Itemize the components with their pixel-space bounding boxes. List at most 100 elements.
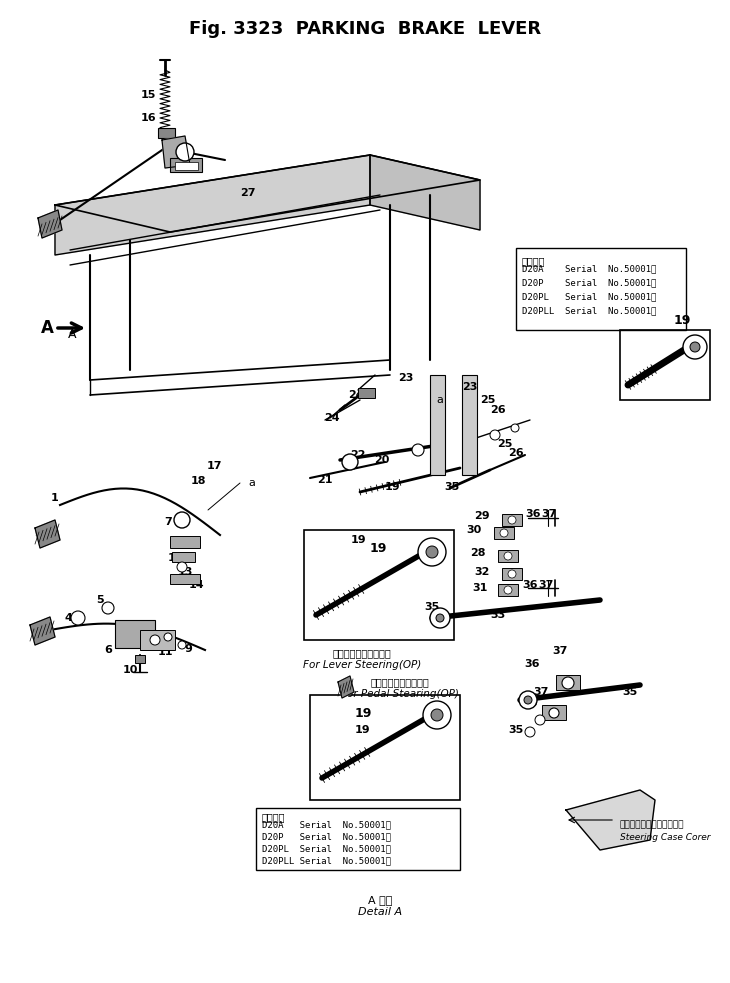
Text: 1: 1 <box>51 493 59 503</box>
Circle shape <box>683 335 707 359</box>
Polygon shape <box>38 210 62 238</box>
Bar <box>304 530 454 640</box>
Bar <box>498 550 518 562</box>
Text: 35: 35 <box>424 602 439 612</box>
Polygon shape <box>55 155 370 255</box>
Bar <box>175 162 198 170</box>
Text: 5: 5 <box>96 595 104 605</box>
Bar <box>256 808 460 870</box>
Circle shape <box>508 516 516 524</box>
Text: 35: 35 <box>623 687 637 697</box>
Text: A: A <box>41 319 54 337</box>
Text: 11: 11 <box>157 647 173 657</box>
Circle shape <box>511 424 519 432</box>
Circle shape <box>524 696 532 704</box>
Text: 20: 20 <box>374 455 390 465</box>
Text: 32: 32 <box>474 567 490 577</box>
Circle shape <box>426 546 438 558</box>
Text: 25: 25 <box>497 439 512 449</box>
Circle shape <box>177 562 187 572</box>
Text: A: A <box>68 328 76 341</box>
Text: a: a <box>437 395 443 405</box>
Text: A 詳細: A 詳細 <box>368 895 392 905</box>
Circle shape <box>412 444 424 456</box>
Text: 27: 27 <box>240 188 256 198</box>
Text: 21: 21 <box>318 475 333 485</box>
Text: 3: 3 <box>34 627 42 637</box>
Text: 16: 16 <box>140 113 155 123</box>
Text: 33: 33 <box>491 610 506 620</box>
Bar <box>502 568 522 580</box>
Circle shape <box>535 715 545 725</box>
Text: 9: 9 <box>184 644 192 654</box>
Polygon shape <box>55 155 480 232</box>
Bar <box>158 128 175 138</box>
Text: 23: 23 <box>462 382 477 392</box>
Bar <box>502 514 522 526</box>
Text: D20P   Serial  No.50001～: D20P Serial No.50001～ <box>262 832 391 841</box>
Text: 37: 37 <box>542 509 557 519</box>
Text: 10: 10 <box>123 665 138 675</box>
Text: 37: 37 <box>553 646 568 656</box>
Bar <box>358 388 375 398</box>
Text: 15: 15 <box>140 90 155 100</box>
Text: 29: 29 <box>474 511 490 521</box>
Text: 34: 34 <box>566 675 582 685</box>
Text: 8: 8 <box>121 631 129 641</box>
Text: 26: 26 <box>508 448 524 458</box>
Circle shape <box>549 708 559 718</box>
Text: 31: 31 <box>472 583 488 593</box>
Text: 19: 19 <box>354 707 372 720</box>
Circle shape <box>562 677 574 689</box>
Text: 適用号機: 適用号機 <box>522 256 545 266</box>
Bar <box>140 630 175 650</box>
Text: 19: 19 <box>369 542 387 555</box>
Circle shape <box>500 529 508 537</box>
Text: 24: 24 <box>348 390 364 400</box>
Text: D20PL  Serial  No.50001～: D20PL Serial No.50001～ <box>262 844 391 853</box>
Bar <box>135 655 145 663</box>
Bar <box>542 705 566 720</box>
Text: 17: 17 <box>207 461 222 471</box>
Bar <box>170 536 200 548</box>
Text: D20P    Serial  No.50001～: D20P Serial No.50001～ <box>522 278 656 287</box>
Text: 22: 22 <box>350 450 366 460</box>
Text: 35: 35 <box>445 482 460 492</box>
Text: 13: 13 <box>177 567 193 577</box>
Text: 30: 30 <box>466 525 482 535</box>
Text: 35: 35 <box>508 725 523 735</box>
Polygon shape <box>162 136 190 168</box>
Text: 19: 19 <box>350 535 366 545</box>
Text: 36: 36 <box>526 509 541 519</box>
Text: For Pedal Stearing(OP): For Pedal Stearing(OP) <box>341 689 459 699</box>
Text: D20A    Serial  No.50001～: D20A Serial No.50001～ <box>522 264 656 273</box>
Text: ペダルステアリング用: ペダルステアリング用 <box>371 677 429 687</box>
Text: 13: 13 <box>169 540 184 550</box>
Bar <box>172 552 195 562</box>
Text: 適用号機: 適用号機 <box>262 812 285 822</box>
Text: ステアリングケースカバー: ステアリングケースカバー <box>620 821 685 830</box>
Text: For Lever Steering(OP): For Lever Steering(OP) <box>303 660 421 670</box>
Circle shape <box>174 512 190 528</box>
Bar <box>430 375 445 475</box>
Bar <box>170 574 200 584</box>
Text: 36: 36 <box>524 659 539 669</box>
Polygon shape <box>30 617 55 645</box>
Circle shape <box>418 538 446 566</box>
Text: 37: 37 <box>534 687 549 697</box>
Circle shape <box>690 342 700 352</box>
Bar <box>170 158 202 172</box>
Bar <box>462 375 477 475</box>
Circle shape <box>102 602 114 614</box>
Circle shape <box>342 454 358 470</box>
Text: Detail A: Detail A <box>358 907 402 917</box>
Text: a: a <box>248 478 255 488</box>
Circle shape <box>525 727 535 737</box>
Bar <box>310 695 460 800</box>
Text: 7: 7 <box>164 517 172 527</box>
Text: 26: 26 <box>490 405 506 415</box>
Text: 36: 36 <box>522 698 538 708</box>
Bar <box>620 330 710 400</box>
Text: D20A   Serial  No.50001～: D20A Serial No.50001～ <box>262 820 391 829</box>
Text: D20PL   Serial  No.50001～: D20PL Serial No.50001～ <box>522 292 656 301</box>
